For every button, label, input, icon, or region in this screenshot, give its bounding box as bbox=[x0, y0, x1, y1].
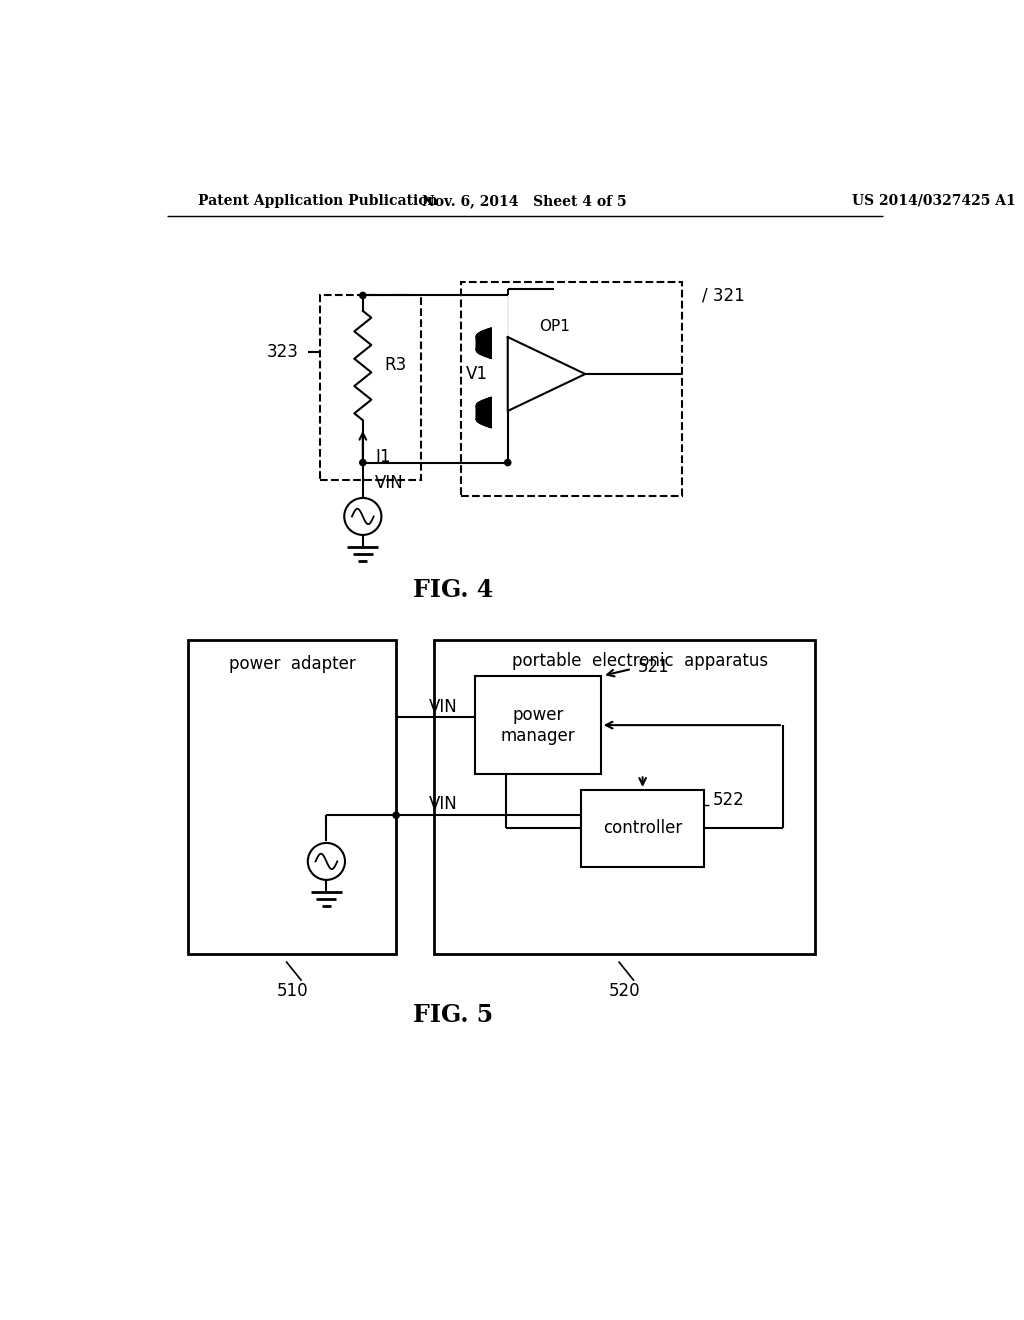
Text: VIN: VIN bbox=[429, 796, 458, 813]
Circle shape bbox=[359, 459, 366, 466]
Text: 521: 521 bbox=[638, 657, 670, 676]
Text: 522: 522 bbox=[713, 791, 744, 809]
Text: portable  electronic  apparatus: portable electronic apparatus bbox=[512, 652, 768, 671]
Bar bbox=[582, 789, 703, 867]
Text: VIN: VIN bbox=[375, 474, 404, 492]
Circle shape bbox=[393, 812, 399, 818]
Text: US 2014/0327425 A1: US 2014/0327425 A1 bbox=[852, 194, 1016, 207]
Text: 520: 520 bbox=[609, 982, 641, 999]
Text: power  adapter: power adapter bbox=[229, 655, 355, 673]
Bar bbox=[188, 640, 396, 954]
Text: controller: controller bbox=[603, 820, 682, 837]
Text: I1: I1 bbox=[375, 449, 391, 466]
Circle shape bbox=[505, 459, 511, 466]
Text: 510: 510 bbox=[276, 982, 308, 999]
Text: power
manager: power manager bbox=[501, 706, 575, 744]
Text: Patent Application Publication: Patent Application Publication bbox=[198, 194, 437, 207]
Text: Nov. 6, 2014   Sheet 4 of 5: Nov. 6, 2014 Sheet 4 of 5 bbox=[423, 194, 627, 207]
Text: FIG. 5: FIG. 5 bbox=[414, 1003, 494, 1027]
Text: OP1: OP1 bbox=[539, 318, 569, 334]
Bar bbox=[321, 296, 421, 480]
Bar bbox=[461, 281, 682, 496]
Bar bbox=[475, 676, 601, 775]
Circle shape bbox=[359, 293, 366, 298]
Text: FIG. 4: FIG. 4 bbox=[414, 578, 494, 602]
Text: / 321: / 321 bbox=[701, 286, 744, 305]
Text: 323: 323 bbox=[266, 343, 299, 362]
Text: R3: R3 bbox=[385, 356, 407, 374]
Bar bbox=[434, 640, 815, 954]
Text: V1: V1 bbox=[466, 366, 487, 383]
Text: VIN: VIN bbox=[429, 698, 458, 715]
